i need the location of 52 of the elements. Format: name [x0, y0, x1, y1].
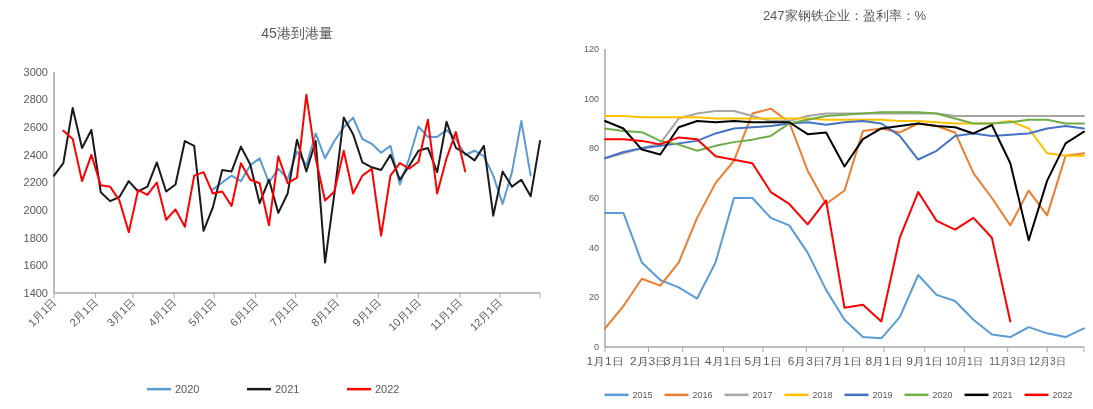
x-tick-label: 7月1日 — [824, 356, 862, 367]
chart-title: 45港到港量 — [261, 25, 333, 41]
x-tick-label: 5月1日 — [185, 295, 219, 329]
x-tick-label: 9月1日 — [906, 356, 944, 367]
y-tick-label: 2000 — [23, 203, 48, 216]
y-tick-label: 40 — [588, 242, 599, 253]
y-tick-label: 2200 — [23, 176, 48, 189]
legend-label: 2016 — [692, 390, 713, 400]
x-tick-label: 3月1日 — [104, 295, 138, 329]
x-tick-label: 6月1日 — [227, 295, 261, 329]
legend-label: 2019 — [872, 390, 893, 400]
x-tick-label: 10月1日 — [385, 295, 423, 333]
y-tick-label: 3000 — [23, 65, 48, 78]
y-tick-label: 120 — [583, 44, 599, 55]
y-tick-label: 80 — [588, 143, 599, 154]
legend-label: 2020 — [175, 383, 200, 395]
y-tick-label: 2400 — [23, 148, 48, 161]
legend-label: 2018 — [812, 390, 833, 400]
y-tick-label: 0 — [593, 342, 599, 353]
legend-label: 2021 — [992, 390, 1013, 400]
x-tick-label: 10月1日 — [945, 356, 983, 367]
x-tick-label: 9月1日 — [350, 295, 383, 329]
x-tick-label: 8月1日 — [308, 295, 342, 329]
x-tick-label: 4月1日 — [704, 356, 742, 367]
y-tick-label: 2600 — [23, 121, 48, 134]
y-tick-label: 1800 — [23, 231, 48, 244]
y-tick-label: 20 — [588, 292, 599, 303]
x-tick-label: 2月1日 — [67, 295, 100, 329]
x-tick-label: 11月3日 — [989, 356, 1027, 367]
y-tick-label: 100 — [583, 93, 599, 104]
y-tick-label: 2800 — [23, 93, 48, 106]
x-tick-label: 1月1日 — [586, 356, 624, 367]
y-tick-label: 1400 — [23, 286, 48, 299]
x-tick-label: 7月1日 — [267, 295, 301, 329]
x-tick-label: 8月1日 — [865, 356, 903, 367]
legend-label: 2022 — [375, 383, 400, 395]
legend-label: 2017 — [752, 390, 773, 400]
chart-title: 247家钢铁企业：盈利率：% — [762, 8, 927, 23]
y-tick-label: 60 — [588, 193, 599, 204]
legend-label: 2015 — [632, 390, 653, 400]
x-tick-label: 4月1日 — [145, 295, 179, 329]
legend-label: 2021 — [275, 383, 300, 395]
legend-label: 2022 — [1052, 390, 1073, 400]
x-tick-label: 12月3日 — [1028, 356, 1066, 367]
x-tick-label: 5月1日 — [744, 356, 782, 367]
x-tick-label: 2月3日 — [629, 356, 662, 367]
x-tick-label: 6月3日 — [787, 356, 825, 367]
x-tick-label: 3月1日 — [664, 356, 702, 367]
x-tick-label: 12月1日 — [467, 295, 505, 333]
legend-label: 2020 — [932, 390, 953, 400]
x-tick-label: 11月1日 — [427, 295, 465, 333]
y-tick-label: 1600 — [23, 259, 48, 272]
